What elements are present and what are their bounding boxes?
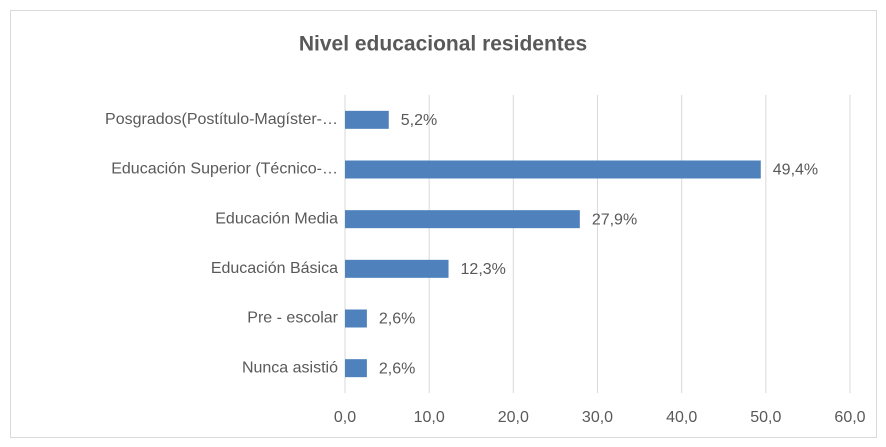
- x-tick-label: 10,0: [414, 409, 445, 426]
- x-tick-label: 20,0: [498, 409, 529, 426]
- value-label: 2,6%: [379, 311, 415, 328]
- y-tick-label: Educación Básica: [211, 260, 338, 277]
- y-tick-label: Pre - escolar: [247, 310, 338, 327]
- bar: [345, 359, 367, 378]
- y-tick-label: Posgrados(Postítulo-Magíster-…: [105, 111, 338, 128]
- y-tick-label: Educación Superior (Técnico-…: [111, 161, 338, 178]
- value-label: 2,6%: [379, 360, 415, 377]
- y-tick-label: Nunca asistió: [242, 359, 338, 376]
- chart-title: Nivel educacional residentes: [299, 33, 587, 56]
- bar: [345, 210, 580, 229]
- value-label: 12,3%: [461, 261, 506, 278]
- x-tick-label: 30,0: [582, 409, 613, 426]
- x-tick-label: 40,0: [666, 409, 697, 426]
- value-label: 27,9%: [592, 211, 637, 228]
- x-tick-label: 60,0: [834, 409, 865, 426]
- y-tick-label: Educación Media: [215, 210, 338, 227]
- bar: [345, 259, 449, 278]
- value-label: 5,2%: [401, 112, 437, 129]
- x-tick-label: 50,0: [750, 409, 781, 426]
- value-label: 49,4%: [773, 162, 818, 179]
- bar: [345, 160, 761, 179]
- x-tick-label: 0,0: [334, 409, 356, 426]
- bar: [345, 110, 389, 129]
- bar: [345, 309, 367, 328]
